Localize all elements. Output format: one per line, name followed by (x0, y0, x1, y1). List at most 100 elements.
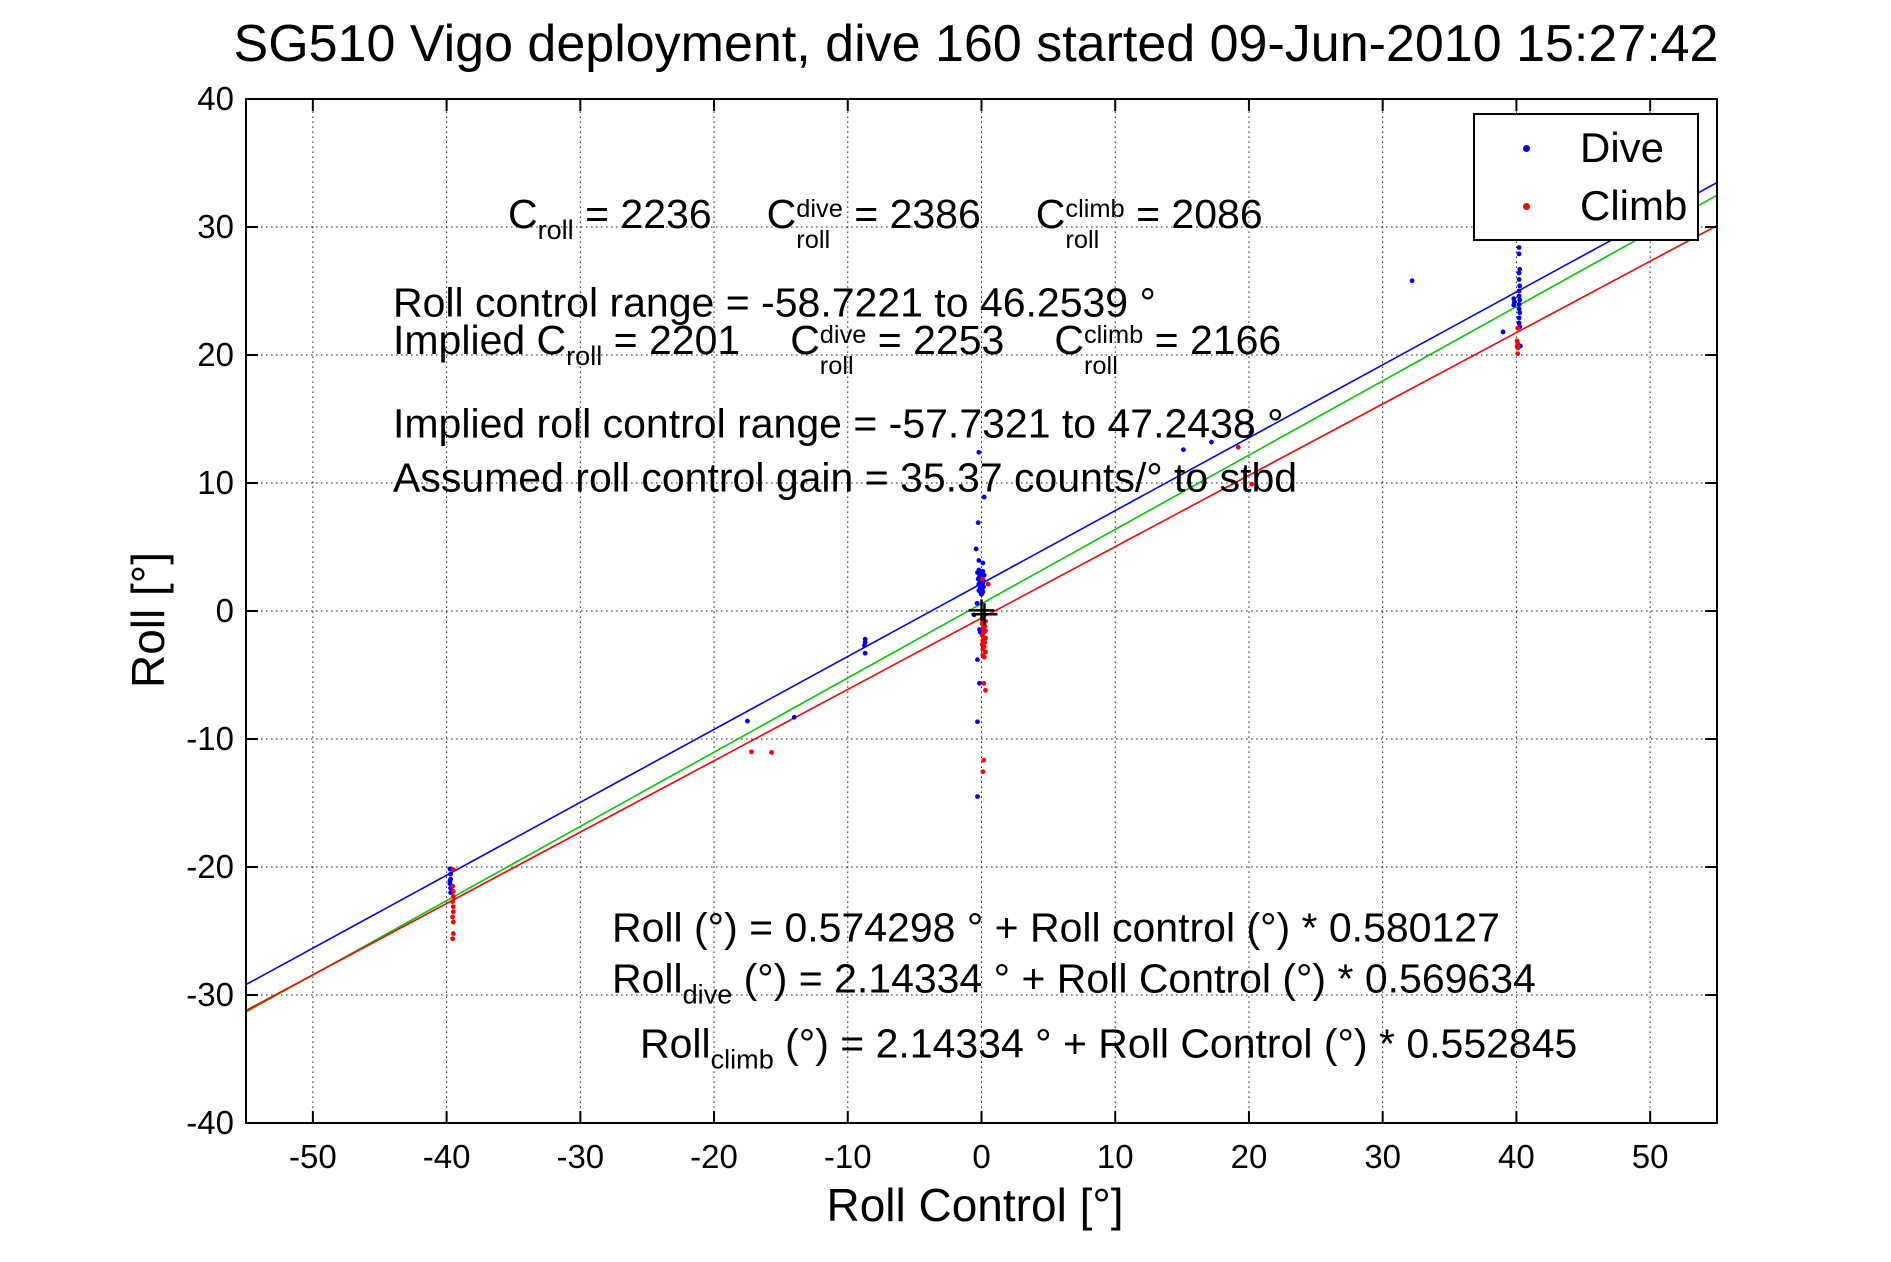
data-point (979, 591, 984, 597)
y-tick-label: 0 (215, 592, 234, 629)
x-tick-label: 20 (1230, 1138, 1268, 1175)
data-point (1516, 315, 1522, 321)
annotation-text: C (790, 316, 820, 363)
subscript: roll (537, 214, 574, 245)
data-point (981, 680, 987, 686)
data-point (1249, 429, 1255, 435)
data-point (976, 558, 982, 563)
subscript: roll (1083, 352, 1118, 381)
data-point (1515, 345, 1521, 351)
data-point (1516, 245, 1522, 250)
data-point (450, 919, 456, 925)
superscript: dive (819, 320, 867, 349)
data-point (448, 871, 454, 877)
annotation-text: C (1035, 190, 1066, 237)
data-point (975, 570, 980, 575)
data-point (1181, 447, 1186, 453)
sup-sub-stack: dive roll (820, 320, 867, 384)
annotation-text: Assumed roll control gain = 35.37 counts… (393, 454, 1298, 501)
y-tick-label: 20 (197, 336, 234, 373)
x-tick-label: 30 (1364, 1138, 1402, 1175)
subscript: roll (796, 226, 831, 255)
data-point (1517, 266, 1523, 272)
data-point (450, 904, 456, 910)
data-point (1516, 320, 1522, 326)
chart-title: SG510 Vigo deployment, dive 160 started … (233, 15, 1719, 73)
data-point (1238, 420, 1244, 426)
annotation-text: = 2166 (1143, 316, 1282, 363)
data-point (862, 650, 868, 656)
data-point (1500, 329, 1506, 335)
x-tick-label: 0 (972, 1138, 991, 1175)
data-point (745, 718, 750, 724)
x-tick-label: -20 (690, 1138, 738, 1175)
subscript: roll (566, 340, 603, 371)
data-point (749, 749, 754, 755)
annotation-text: Roll (°) = 0.574298 ° + Roll control (°)… (612, 904, 1500, 951)
data-point (1517, 297, 1523, 303)
annotation-text: Implied roll control range = -57.7321 to… (393, 400, 1284, 447)
data-point (1517, 283, 1523, 289)
data-point (983, 687, 988, 693)
y-tick-label: -20 (186, 848, 234, 885)
y-tick-label: 40 (197, 80, 234, 117)
data-point (979, 576, 985, 582)
data-point (1515, 351, 1521, 357)
legend-label: Climb (1580, 182, 1688, 229)
x-tick-label: -10 (823, 1138, 872, 1175)
data-point (979, 632, 985, 638)
x-tick-label: -40 (422, 1138, 471, 1175)
data-point (973, 546, 979, 552)
data-point (1516, 306, 1522, 312)
data-point (1511, 302, 1517, 308)
data-point (1516, 293, 1522, 299)
data-point (450, 888, 456, 894)
data-point (981, 654, 987, 660)
data-point (975, 657, 980, 663)
annotation-text: Roll (612, 955, 683, 1002)
data-point (975, 520, 981, 526)
data-point (450, 936, 456, 942)
data-point (450, 931, 456, 936)
annotation-fit-dive: Rolldive (°) = 2.14334 ° + Roll Control … (612, 956, 1536, 1011)
sup-sub-stack: dive roll (796, 194, 843, 258)
data-point (450, 914, 456, 920)
data-point (983, 649, 988, 655)
annotation-assumed-gain: Assumed roll control gain = 35.37 counts… (393, 455, 1297, 502)
data-point (981, 494, 987, 500)
data-point (1235, 444, 1241, 450)
data-point (980, 560, 986, 566)
data-point (1515, 325, 1521, 331)
data-point (450, 883, 456, 889)
y-axis-label: Roll [°] (122, 552, 174, 688)
data-point (1517, 310, 1523, 316)
x-tick-label: -50 (289, 1138, 337, 1175)
annotation-fit-all: Roll (°) = 0.574298 ° + Roll control (°)… (612, 905, 1500, 952)
x-tick-label: 40 (1498, 1138, 1535, 1175)
subscript: climb (710, 1044, 774, 1075)
annotation-text: Roll control range = -58.7221 to 46.2539… (393, 279, 1156, 326)
x-axis-label: Roll Control [°] (826, 1179, 1124, 1231)
data-point (977, 680, 982, 686)
data-point (450, 867, 456, 872)
x-tick-label: 50 (1631, 1138, 1669, 1175)
data-point (976, 449, 982, 455)
legend-marker-dot (1523, 202, 1530, 210)
superscript: dive (796, 194, 843, 223)
legend-label: Dive (1580, 124, 1665, 171)
data-point (450, 894, 456, 899)
annotation-text: Implied C (393, 316, 567, 363)
data-point (1516, 288, 1522, 294)
data-point (1249, 481, 1255, 487)
data-point (975, 719, 980, 725)
legend: Dive Climb (1473, 113, 1699, 241)
annotation-text: = 2086 (1124, 190, 1263, 237)
x-tick-label: 10 (1096, 1138, 1134, 1175)
data-point (1516, 270, 1522, 276)
annotation-text: Roll (640, 1020, 711, 1067)
data-point (980, 769, 986, 775)
data-point (975, 794, 980, 799)
annotation-roll-control-range: Roll control range = -58.7221 to 46.2539… (393, 280, 1156, 327)
